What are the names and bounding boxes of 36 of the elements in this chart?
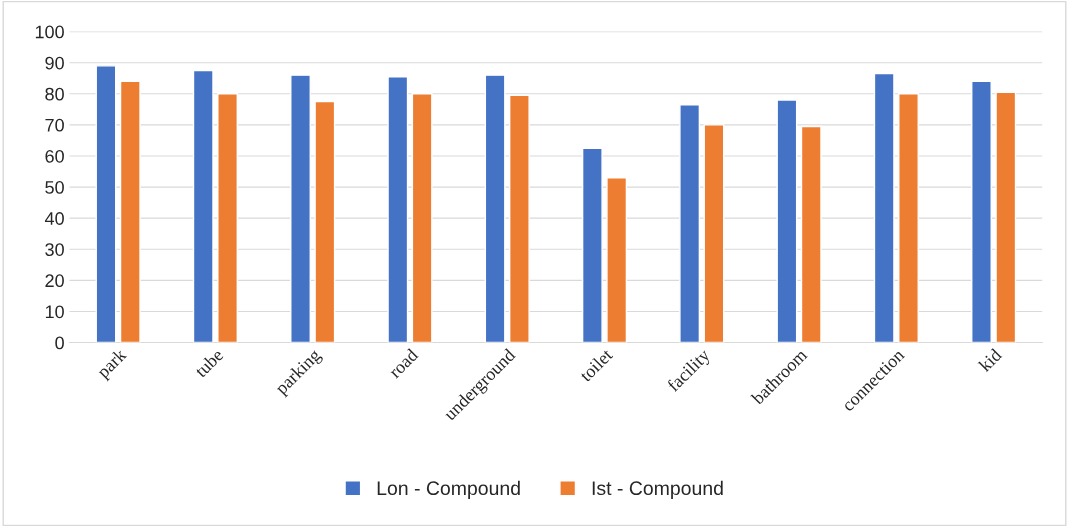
y-tick-label: 30 bbox=[45, 243, 64, 256]
bar bbox=[192, 69, 214, 343]
bar bbox=[606, 177, 628, 343]
y-tick-label: 70 bbox=[45, 118, 64, 132]
x-tick-label: kid bbox=[977, 347, 1003, 373]
y-tick-label: 0 bbox=[55, 336, 64, 350]
x-tick-label: toilet bbox=[578, 347, 614, 383]
bar bbox=[995, 91, 1017, 343]
bar bbox=[217, 93, 238, 343]
bar bbox=[508, 94, 530, 343]
bar bbox=[290, 74, 311, 343]
x-tick-label: tube bbox=[193, 347, 224, 379]
bar bbox=[776, 99, 798, 343]
y-tick-label: 10 bbox=[45, 305, 64, 319]
legend-label: Ist - Compound bbox=[592, 480, 723, 499]
bar bbox=[971, 80, 992, 343]
bar bbox=[703, 124, 725, 343]
y-tick-label: 100 bbox=[35, 25, 64, 39]
legend-label: Lon - Compound bbox=[377, 480, 520, 499]
bar bbox=[484, 74, 506, 343]
bar bbox=[387, 76, 409, 343]
y-tick-label: 40 bbox=[44, 212, 64, 225]
y-tick-label: 60 bbox=[45, 149, 64, 163]
bar bbox=[581, 147, 603, 343]
bar bbox=[411, 93, 433, 343]
bar bbox=[873, 72, 895, 343]
y-tick-label: 90 bbox=[45, 56, 64, 70]
bar bbox=[95, 65, 117, 343]
bar bbox=[314, 100, 336, 343]
y-tick-label: 80 bbox=[45, 87, 64, 101]
bar bbox=[800, 125, 822, 343]
y-tick-label: 50 bbox=[45, 181, 64, 194]
y-tick-label: 20 bbox=[45, 274, 64, 288]
bar bbox=[119, 80, 141, 343]
bar bbox=[679, 103, 701, 343]
bar bbox=[898, 93, 919, 343]
